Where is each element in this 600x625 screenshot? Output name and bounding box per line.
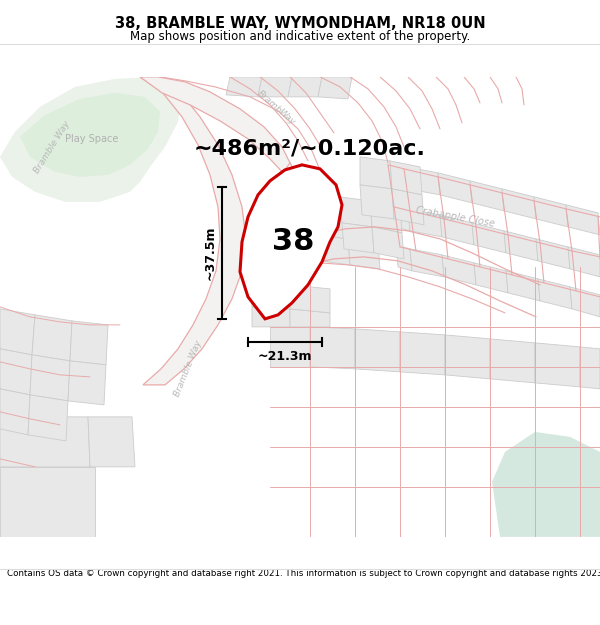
Polygon shape — [492, 432, 600, 537]
Polygon shape — [226, 77, 262, 97]
Text: 38: 38 — [272, 228, 314, 256]
Polygon shape — [0, 417, 90, 467]
Polygon shape — [348, 239, 380, 269]
Polygon shape — [400, 332, 445, 375]
Polygon shape — [270, 327, 310, 367]
Polygon shape — [252, 282, 290, 307]
Polygon shape — [396, 245, 412, 271]
Polygon shape — [410, 249, 444, 277]
Text: Contains OS data © Crown copyright and database right 2021. This information is : Contains OS data © Crown copyright and d… — [7, 569, 600, 578]
Text: Bramb: Bramb — [256, 89, 284, 115]
Polygon shape — [490, 339, 535, 383]
Polygon shape — [360, 157, 392, 189]
Polygon shape — [310, 327, 355, 369]
Polygon shape — [536, 239, 570, 269]
Polygon shape — [252, 307, 290, 327]
Polygon shape — [340, 197, 372, 227]
Polygon shape — [474, 263, 508, 293]
Polygon shape — [290, 309, 330, 327]
Polygon shape — [504, 231, 538, 261]
Polygon shape — [392, 189, 424, 225]
Polygon shape — [570, 287, 600, 317]
Polygon shape — [535, 343, 580, 387]
Polygon shape — [355, 329, 400, 372]
Polygon shape — [70, 321, 108, 365]
Polygon shape — [140, 77, 246, 385]
Polygon shape — [140, 77, 290, 173]
Polygon shape — [372, 227, 404, 259]
Polygon shape — [0, 77, 182, 202]
Polygon shape — [30, 355, 70, 401]
Polygon shape — [342, 223, 374, 253]
Polygon shape — [390, 161, 422, 195]
Polygon shape — [0, 309, 35, 355]
Polygon shape — [32, 315, 72, 361]
Polygon shape — [258, 77, 292, 97]
Polygon shape — [408, 209, 442, 237]
Polygon shape — [28, 395, 68, 441]
Polygon shape — [0, 349, 32, 395]
Polygon shape — [388, 163, 408, 189]
Text: ~21.3m: ~21.3m — [258, 350, 312, 363]
Text: ~486m²/~0.120ac.: ~486m²/~0.120ac. — [194, 139, 426, 159]
Polygon shape — [440, 215, 474, 245]
Polygon shape — [506, 271, 540, 301]
Polygon shape — [538, 279, 572, 309]
Polygon shape — [580, 347, 600, 389]
Polygon shape — [290, 285, 330, 313]
Polygon shape — [472, 223, 506, 253]
Polygon shape — [240, 165, 342, 319]
Polygon shape — [360, 185, 394, 219]
Text: Map shows position and indicative extent of the property.: Map shows position and indicative extent… — [130, 30, 470, 43]
Polygon shape — [318, 235, 350, 265]
Polygon shape — [566, 205, 600, 235]
Polygon shape — [20, 93, 160, 177]
Text: Play Space: Play Space — [65, 134, 119, 144]
Polygon shape — [534, 197, 568, 227]
Polygon shape — [406, 167, 440, 195]
Polygon shape — [0, 389, 30, 435]
Text: 38, BRAMBLE WAY, WYMONDHAM, NR18 0UN: 38, BRAMBLE WAY, WYMONDHAM, NR18 0UN — [115, 16, 485, 31]
Polygon shape — [470, 181, 504, 211]
Polygon shape — [370, 201, 402, 233]
Polygon shape — [318, 197, 348, 239]
Polygon shape — [394, 205, 410, 231]
Polygon shape — [0, 467, 95, 537]
Polygon shape — [88, 417, 135, 467]
Text: Way: Way — [276, 107, 296, 127]
Polygon shape — [318, 77, 352, 99]
Text: Bramble Way: Bramble Way — [32, 119, 72, 175]
Text: Crabapple Close: Crabapple Close — [415, 205, 495, 229]
Polygon shape — [438, 173, 472, 203]
Text: ~37.5m: ~37.5m — [204, 226, 217, 280]
Polygon shape — [445, 335, 490, 379]
Polygon shape — [288, 77, 322, 97]
Polygon shape — [442, 255, 476, 285]
Text: Bramble Way: Bramble Way — [173, 339, 203, 398]
Polygon shape — [68, 361, 106, 405]
Polygon shape — [502, 189, 536, 219]
Polygon shape — [568, 247, 600, 277]
